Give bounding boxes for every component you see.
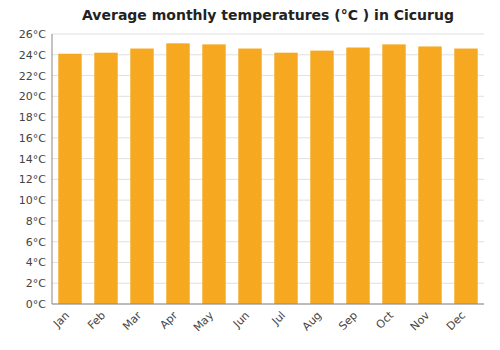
y-tick-label: 10°C [19,194,46,207]
x-tick-label: Feb [85,309,108,332]
bar [274,53,297,304]
y-tick-label: 4°C [26,256,46,269]
bar [454,49,477,304]
y-tick-label: 12°C [19,173,46,186]
y-tick-label: 26°C [19,28,46,41]
bar [166,43,189,304]
bar [310,51,333,304]
bar [418,46,441,304]
x-tick-label: Jan [50,309,72,331]
x-tick-label: Dec [444,309,468,333]
x-axis: Jan Feb Mar Apr May Jun Jul Aug Sep Oct Nov Dec [50,308,468,334]
x-tick-label: Jul [269,309,288,328]
y-tick-label: 24°C [19,49,46,62]
y-tick-label: 22°C [19,70,46,83]
x-axis-line [52,304,484,305]
x-tick-label: Nov [408,309,433,334]
bar [130,49,153,304]
x-tick-label: Apr [157,309,180,332]
y-tick-label: 2°C [26,277,46,290]
bar [94,53,117,304]
title: Average monthly temperatures (°C ) in Ci… [82,7,454,23]
x-tick-label: Jun [230,309,252,331]
x-tick-label: May [191,309,217,335]
x-tick-label: Mar [120,309,144,333]
bar [346,48,369,305]
bars [58,43,477,304]
y-tick-label: 0°C [26,298,46,311]
y-tick-label: 14°C [19,153,46,166]
y-tick-label: 6°C [26,236,46,249]
y-axis-line [52,34,53,304]
y-axis: 0°C 2°C 4°C 6°C 8°C 10°C 12°C 14°C 16°C 18°C 20°C 2… [19,28,484,311]
grid-line [52,34,484,35]
bar [238,49,261,304]
y-tick-label: 16°C [19,132,46,145]
y-tick-label: 20°C [19,90,46,103]
bar [202,44,225,304]
y-tick-label: 18°C [19,111,46,124]
x-tick-label: Aug [300,309,324,333]
bar [58,54,81,304]
x-tick-label: Oct [373,308,396,331]
chart: Average monthly temperatures (°C ) in Ci… [0,0,500,350]
y-tick-label: 8°C [26,215,46,228]
chart-container: Average monthly temperatures (°C ) in Ci… [0,0,500,350]
bar [382,44,405,304]
x-tick-label: Sep [336,309,360,333]
grid-line [52,304,484,305]
